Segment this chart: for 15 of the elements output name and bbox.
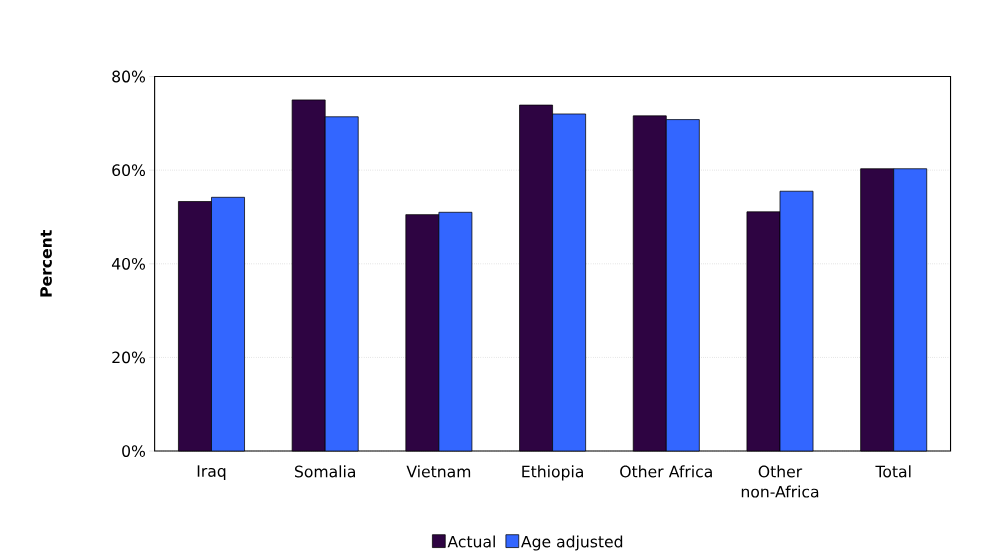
legend-label: Actual: [447, 535, 495, 548]
y-tick-label: 20%: [112, 351, 146, 364]
x-tick-label: Ethiopia: [522, 465, 583, 481]
legend-label: Age adjusted: [521, 535, 623, 551]
x-tick-label: Iraq: [197, 465, 226, 480]
y-axis-title: Percent: [40, 229, 52, 297]
x-tick-label: Total: [875, 465, 911, 478]
x-tick-label: Vietnam: [406, 465, 471, 478]
y-tick-label: 40%: [111, 257, 146, 270]
y-tick-label: 60%: [112, 164, 146, 176]
x-tick-label: Somalia: [294, 465, 356, 478]
y-tick-label: 80%: [112, 70, 146, 83]
x-tick-label: Other Africa: [620, 465, 712, 478]
x-tick-label: Other non-Africa: [741, 465, 819, 498]
y-tick-label: 0%: [122, 444, 146, 457]
